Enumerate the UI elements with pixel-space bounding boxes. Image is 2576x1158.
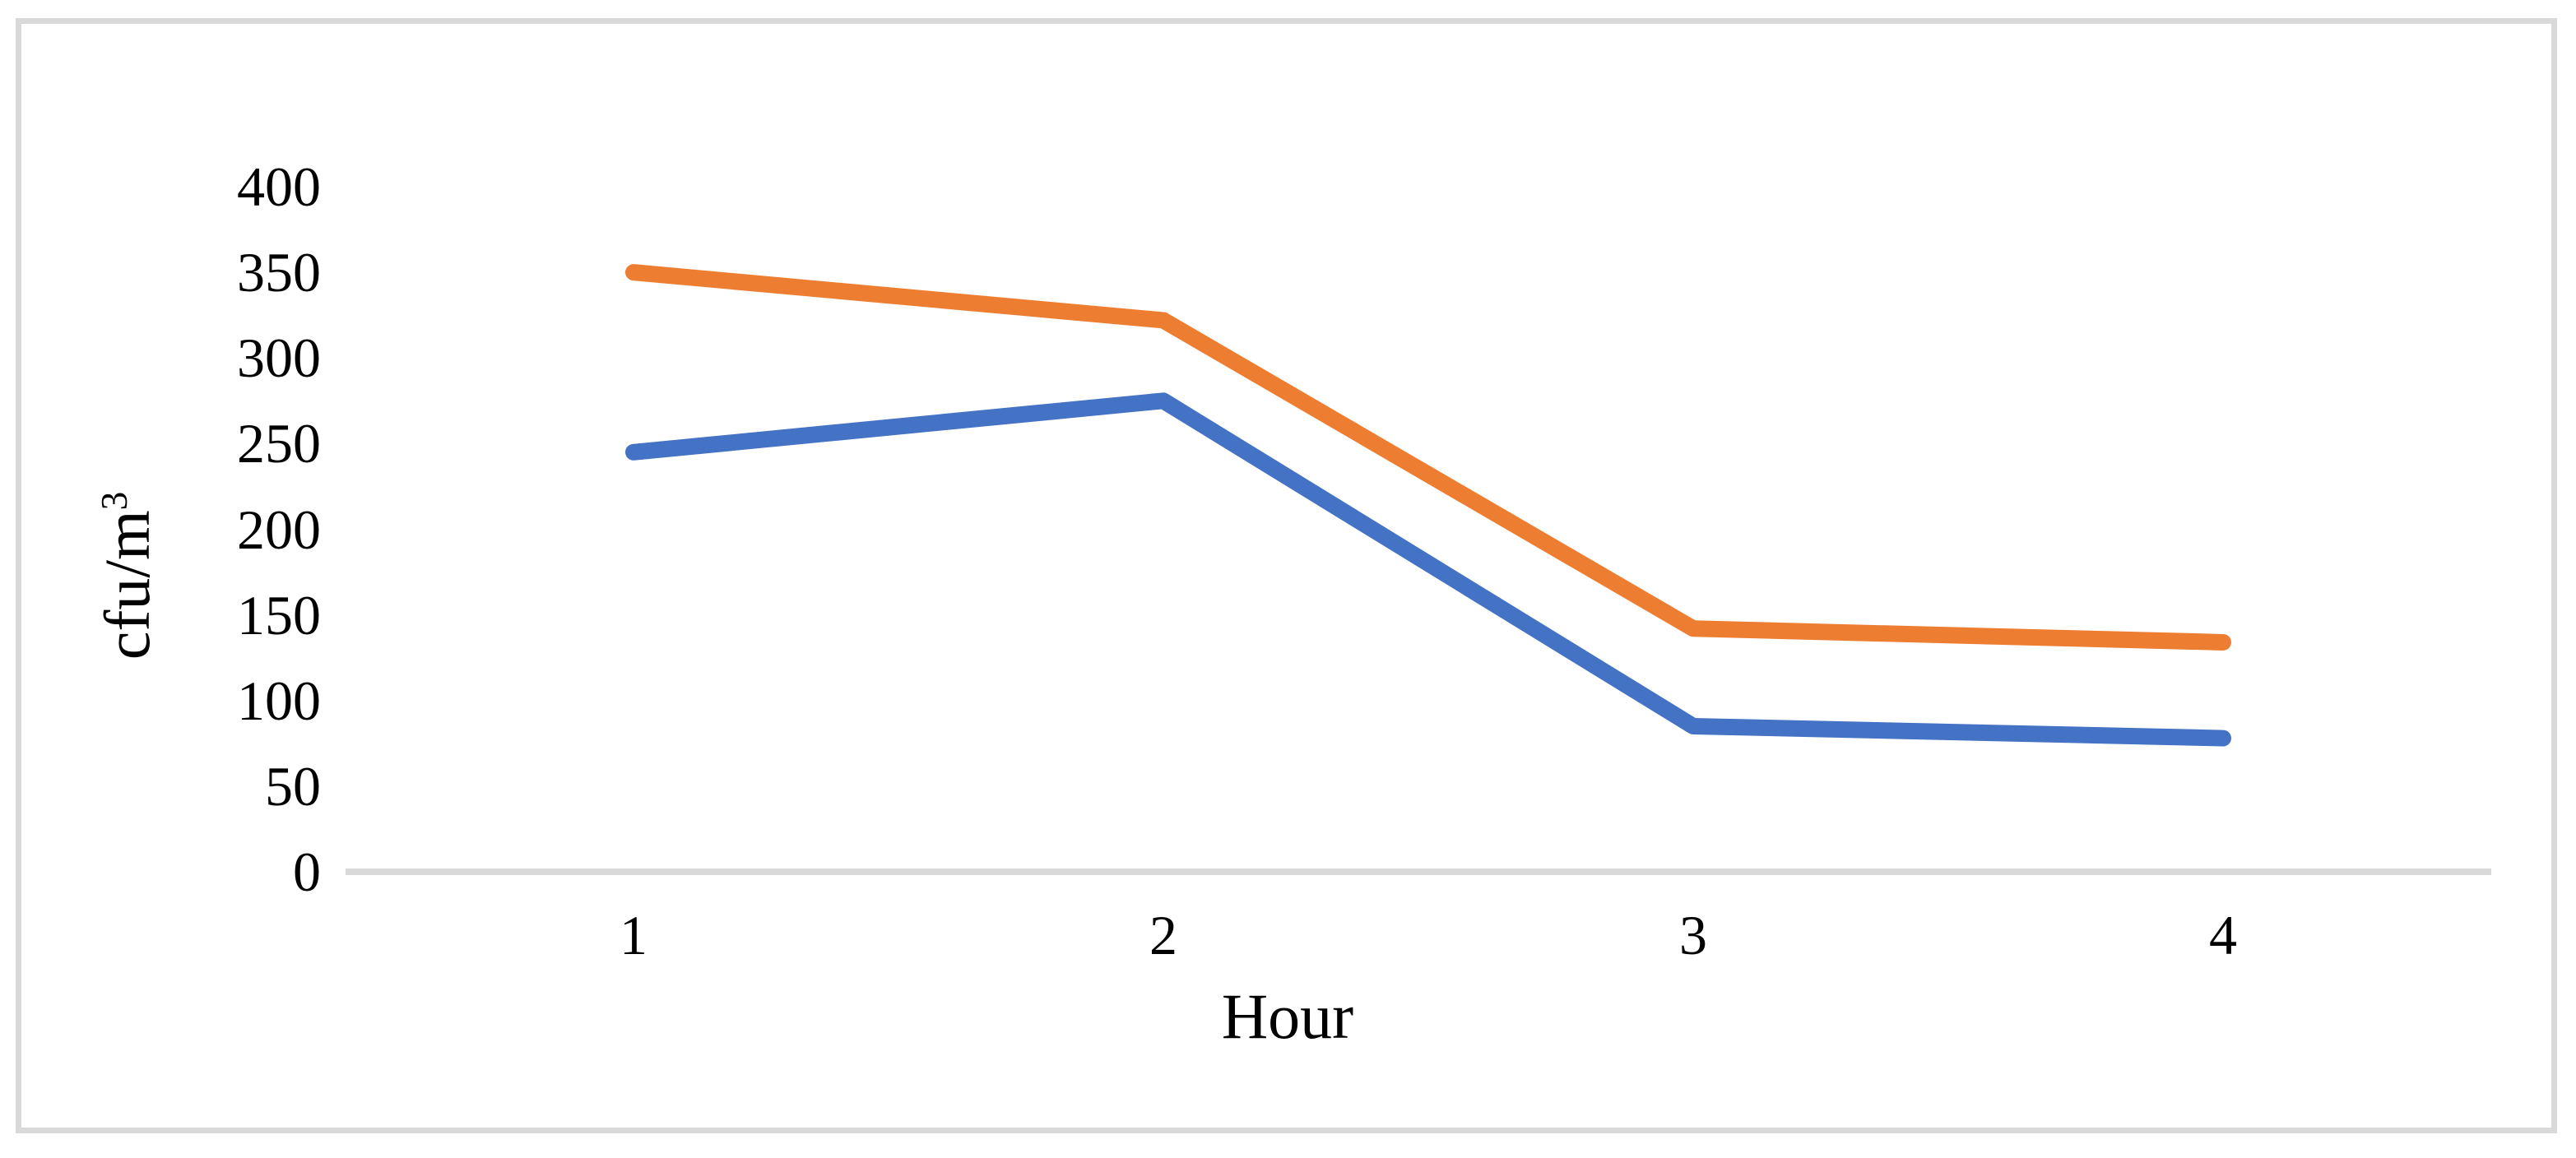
y-tick-label: 200 bbox=[237, 498, 321, 561]
y-tick-label: 150 bbox=[237, 583, 321, 646]
y-axis-title: cfu/m3 bbox=[91, 491, 163, 660]
y-tick-label: 250 bbox=[237, 412, 321, 475]
y-tick-label: 400 bbox=[237, 155, 321, 218]
y-tick-label: 300 bbox=[237, 327, 321, 390]
y-tick-label: 350 bbox=[237, 241, 321, 304]
y-tick-label: 50 bbox=[265, 754, 321, 818]
orange-series-line bbox=[625, 264, 2231, 651]
y-axis-title-exponent: 3 bbox=[94, 491, 135, 511]
x-axis-title: Hour bbox=[1221, 980, 1354, 1052]
x-tick-label: 4 bbox=[2209, 904, 2237, 966]
x-tick-label: 1 bbox=[620, 904, 647, 966]
blue-series-line bbox=[625, 392, 2231, 747]
y-axis-title-text: cfu/m bbox=[91, 510, 163, 660]
x-tick-label: 2 bbox=[1149, 904, 1177, 966]
chart-border bbox=[16, 18, 2557, 1133]
y-tick-label: 100 bbox=[237, 669, 321, 732]
y-tick-label: 0 bbox=[293, 841, 321, 903]
x-tick-label: 3 bbox=[1679, 904, 1707, 966]
